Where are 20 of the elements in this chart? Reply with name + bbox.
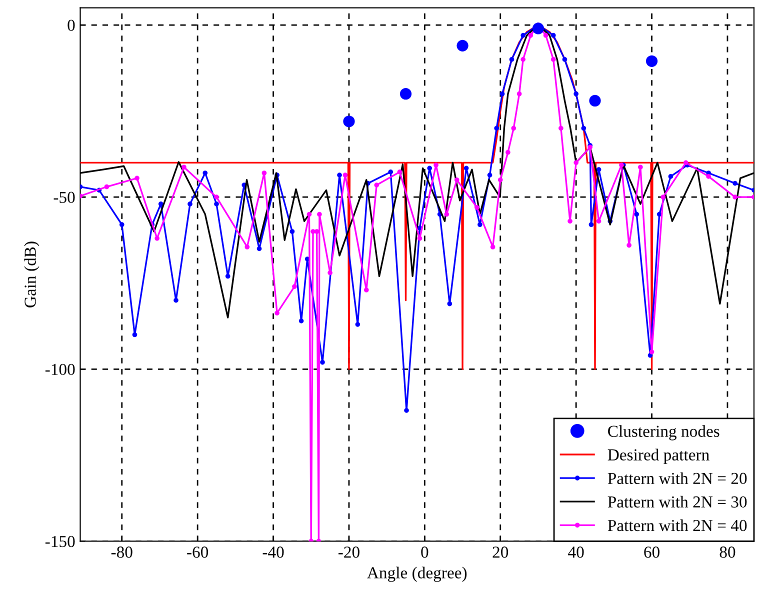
x-axis-title: Angle (degree): [367, 566, 467, 582]
x-tick-label: 20: [492, 546, 508, 558]
x-tick-label: -60: [187, 546, 208, 558]
legend-label: Clustering nodes: [608, 425, 720, 440]
legend-label: Pattern with 2N = 30: [608, 496, 747, 508]
y-tick-label: 0: [68, 20, 75, 31]
x-tick-label: 60: [644, 546, 660, 558]
x-tick-label: -40: [262, 546, 284, 558]
y-tick-label: -150: [45, 536, 75, 548]
x-tick-label: -80: [111, 546, 132, 558]
y-tick-label: -50: [54, 192, 75, 204]
y-tick-label: -100: [45, 364, 75, 376]
x-tick-label: 0: [421, 546, 428, 558]
y-axis-title: Gain (dB): [24, 242, 40, 308]
x-tick-label: -20: [338, 546, 360, 558]
x-tick-label: 80: [720, 546, 736, 558]
legend-label: Pattern with 2N = 20: [608, 472, 747, 484]
legend-label: Pattern with 2N = 40: [608, 519, 747, 532]
x-tick-label: 40: [568, 546, 584, 558]
legend-label: Desired pattern: [608, 448, 710, 464]
